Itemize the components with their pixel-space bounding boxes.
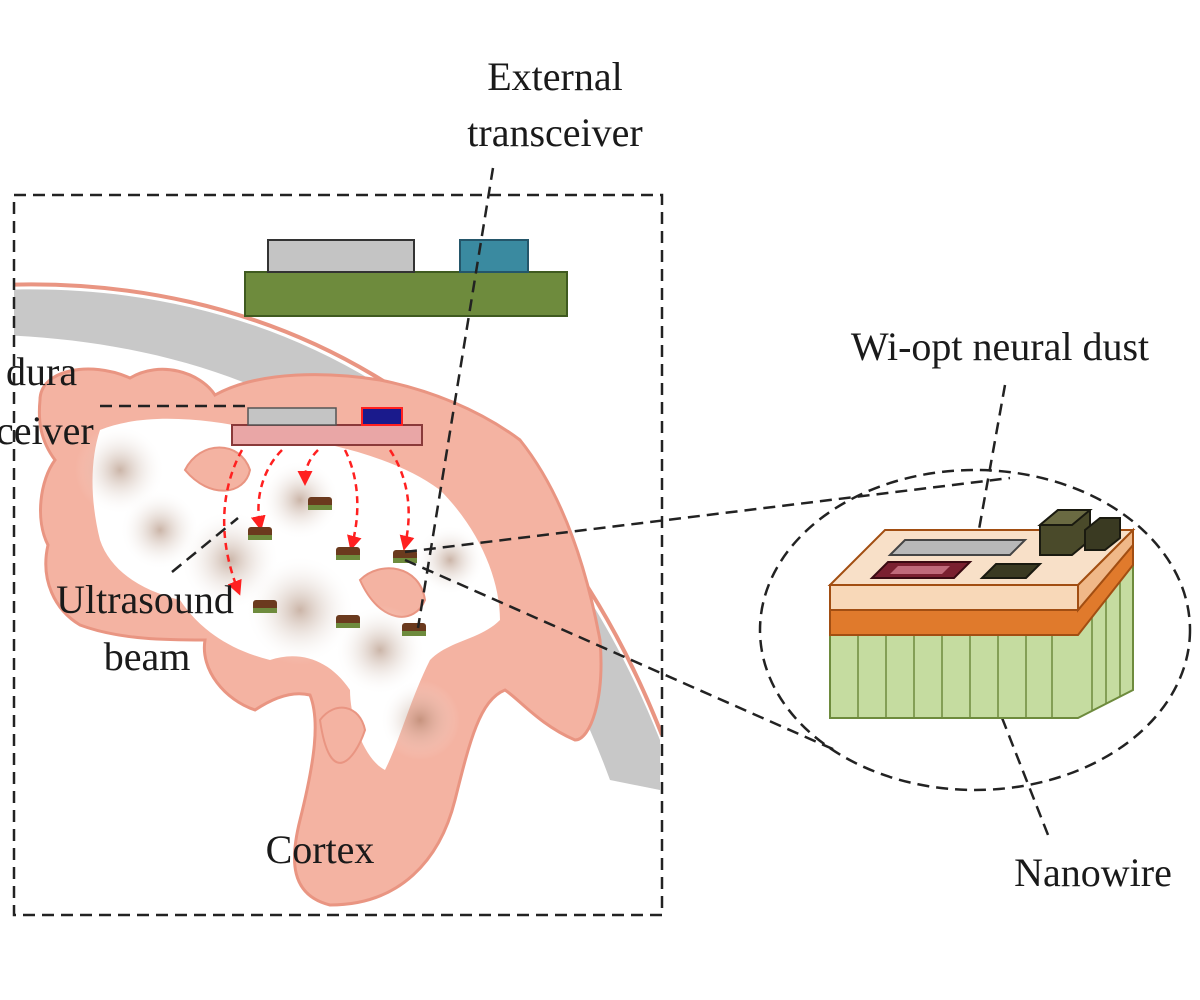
section-frame	[12, 193, 664, 917]
neural-dust-device	[827, 509, 1136, 719]
dust-mote	[308, 497, 332, 510]
dust-transducer-cube	[1037, 509, 1121, 556]
dust-mote	[336, 547, 360, 560]
zoom-ellipse	[758, 468, 1192, 792]
external-board	[244, 271, 568, 317]
dust-top-side	[829, 584, 1079, 611]
label-external-transceiver-1: External	[487, 54, 623, 99]
label-nanowire: Nanowire	[1014, 850, 1172, 895]
brain-section	[14, 239, 662, 907]
dura-edge	[14, 282, 662, 736]
subdura-chip-gray	[247, 407, 337, 426]
subdura-chip-blue	[361, 407, 403, 426]
external-chip-gray	[267, 239, 415, 273]
label-ultrasound-1: Ultrasound	[56, 577, 234, 622]
label-ultrasound-2: beam	[104, 634, 191, 679]
subdura-board	[231, 424, 423, 446]
dust-mote	[336, 615, 360, 628]
external-chip-teal	[459, 239, 529, 273]
external-transceiver	[244, 239, 568, 317]
label-subdura-1: dura	[6, 349, 77, 394]
label-subdura-2: ceiver	[0, 408, 94, 453]
dust-mote	[248, 527, 272, 540]
label-cortex: Cortex	[266, 827, 375, 872]
dust-chip-gray	[887, 539, 1028, 556]
dust-mote	[253, 600, 277, 613]
diagram-labels: External transceiver dura ceiver Ultraso…	[0, 54, 1172, 895]
label-external-transceiver-2: transceiver	[467, 110, 642, 155]
subdura-transceiver	[231, 407, 423, 446]
ultrasound-beam-arrows	[222, 449, 415, 596]
label-neural-dust: Wi-opt neural dust	[851, 324, 1149, 369]
dust-chip-dark	[979, 563, 1043, 579]
dust-mote	[402, 623, 426, 636]
leader-lines	[100, 167, 1052, 841]
